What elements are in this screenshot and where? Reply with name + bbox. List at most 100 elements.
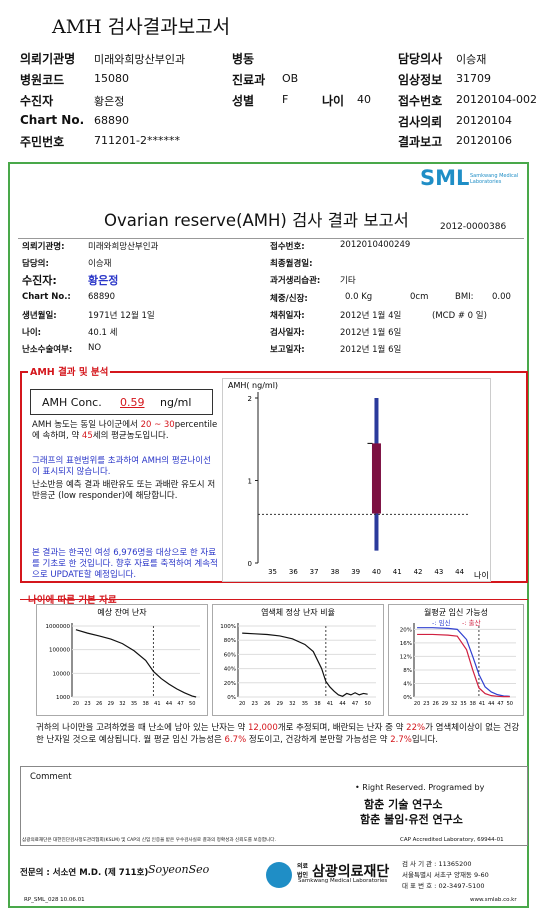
info-value: 68890: [88, 292, 116, 302]
lab-name: 함춘 기술 연구소: [364, 798, 443, 811]
info-label: 나이:: [22, 328, 42, 338]
x-tick-label: 41: [393, 568, 402, 576]
x-tick-label: 20: [239, 701, 245, 707]
x-tick-label: 32: [119, 701, 125, 707]
axis-title: AMH( ng/ml): [228, 381, 278, 390]
logo-mark: SML: [420, 166, 470, 190]
divider: [18, 238, 524, 239]
x-tick-label: 44: [166, 701, 172, 707]
info-value: 2012년 1월 6일: [340, 328, 402, 338]
x-tick-label: 44: [455, 568, 464, 576]
y-tick-label: 80%: [224, 638, 236, 644]
field-value: OB: [282, 72, 299, 85]
info-value: NO: [88, 343, 102, 353]
y-tick-label: 8%: [403, 668, 412, 674]
logo-name: Samkwang Medical Laboratories: [470, 173, 519, 185]
y-tick-label: 2: [248, 395, 252, 403]
field-value: 31709: [456, 72, 491, 85]
info-value: 기타: [340, 276, 356, 286]
credit: • Right Reserved. Programed by: [355, 783, 485, 792]
text: 가 염색체이상이 없는 건강한 난자일 것으로 예상됩니다. 월 평균 임신 가…: [36, 723, 520, 745]
divider: [20, 599, 528, 600]
org: 삼광의료재단: [312, 864, 390, 880]
info-value: 0.0 Kg: [345, 292, 373, 302]
mini-chart: 예상 잔여 난자 1000 10000 100000 1000000 20 23 26 29 32…: [36, 604, 208, 716]
x-tick-label: 37: [310, 568, 319, 576]
x-tick-label: 50: [507, 701, 513, 707]
comment-box: [20, 766, 528, 846]
box: [371, 443, 381, 514]
range-note: 그래프의 표현범위를 초과하여 AMH의 평균나이선이 표시되지 않습니다.: [32, 456, 211, 477]
y-tick-label: 20%: [224, 681, 236, 687]
x-tick-label: 36: [289, 568, 298, 576]
info-line: 검 사 기 관 : 11365200: [402, 860, 472, 868]
field-label: 결과보고: [398, 135, 443, 149]
x-tick-label: 38: [330, 568, 339, 576]
info-label: 보고일자:: [270, 345, 305, 355]
form-code: RP_SML_028 10.06.01: [24, 897, 85, 903]
amh-chart: AMH( ng/ml) 0 1 2 35 36 37 38 39 40 41 42 43 44 나이: [222, 378, 491, 582]
line: [75, 629, 197, 698]
info-value: 황은정: [88, 274, 119, 287]
axis-title: 나이: [474, 570, 489, 580]
field-value: 20120106: [456, 134, 512, 147]
y-tick-label: 60%: [224, 652, 236, 658]
x-tick-label: 23: [252, 701, 258, 707]
info-line: 대 표 번 호 : 02-3497-5100: [402, 882, 485, 890]
info-value: 1971년 12월 1일: [88, 311, 155, 321]
field-value: 68890: [94, 114, 129, 127]
field-value: 20120104: [456, 114, 512, 127]
field-value: 40: [357, 93, 371, 106]
field-label: 진료과: [232, 73, 266, 87]
y-tick-label: 10000: [53, 671, 71, 677]
text: percentile에 속하며, 약: [32, 420, 218, 441]
field-value: 20120104-00249: [456, 93, 536, 106]
form-number: 2012-0000386: [440, 222, 507, 232]
info-label: Chart No.:: [22, 292, 71, 302]
x-tick-label: 29: [442, 701, 448, 707]
info-label: 채취일자:: [270, 311, 305, 321]
legend-label: -: 출산: [462, 618, 481, 627]
field-value: 711201-2******: [94, 134, 180, 147]
info-label: 접수번호:: [270, 242, 305, 252]
org-en: Samkwang Medical Laboratories: [298, 878, 388, 884]
basis-text: 본 결과는 한국인 여성 6,976명을 대상으로 한 자료를 기초로 한 것입…: [32, 548, 218, 580]
conc-box: [30, 389, 213, 415]
field-label: 담당의사: [398, 52, 443, 66]
field-label: 나이: [322, 94, 345, 108]
y-tick-label: 4%: [403, 681, 412, 687]
y-tick-label: 12%: [400, 654, 412, 660]
x-tick-label: 29: [277, 701, 283, 707]
y-tick-label: 1000000: [46, 624, 71, 630]
highlight: 20 ~ 30: [140, 420, 175, 430]
x-tick-label: 43: [434, 568, 443, 576]
highlight: 6.7%: [224, 735, 247, 745]
info-label: 의뢰기관명:: [22, 242, 65, 252]
info-label: 수진자:: [22, 274, 57, 287]
line: [417, 627, 510, 697]
info-value: 2012010400249: [340, 240, 411, 250]
y-tick-label: 0%: [403, 695, 412, 701]
y-tick-label: 40%: [224, 667, 236, 673]
x-tick-label: 50: [189, 701, 195, 707]
highlight: 22%: [406, 723, 426, 733]
chart-title: 예상 잔여 난자: [97, 607, 147, 617]
info-value: 0cm: [410, 292, 429, 302]
line: [242, 632, 368, 697]
x-tick-label: 35: [131, 701, 137, 707]
response-text: 난소반응 예측 결과 배란유도 또는 과배란 유도시 저반응군 (low res…: [32, 480, 216, 501]
field-label: 성별: [232, 94, 255, 108]
field-value: 15080: [94, 72, 129, 85]
info-value: 2012년 1월 4일: [340, 311, 402, 321]
conc-value: 0.59: [120, 396, 145, 409]
org-prefix: 의료법인: [297, 863, 309, 879]
field-label: 접수번호: [398, 94, 443, 108]
analysis-text: AMH 농도는 동일 나이군에서 20 ~ 30percentile에 속하며,…: [32, 420, 218, 442]
summary-text: 귀하의 나이만을 고려하였을 때 난소에 남아 있는 난자는 약 12,000개…: [36, 722, 522, 746]
panel: [212, 604, 384, 716]
y-tick-label: 0%: [227, 695, 236, 701]
info-value: 2012년 1월 6일: [340, 345, 402, 355]
info-value: (MCD # 0 일): [432, 311, 487, 321]
legend-label: -: 임신: [432, 618, 451, 627]
